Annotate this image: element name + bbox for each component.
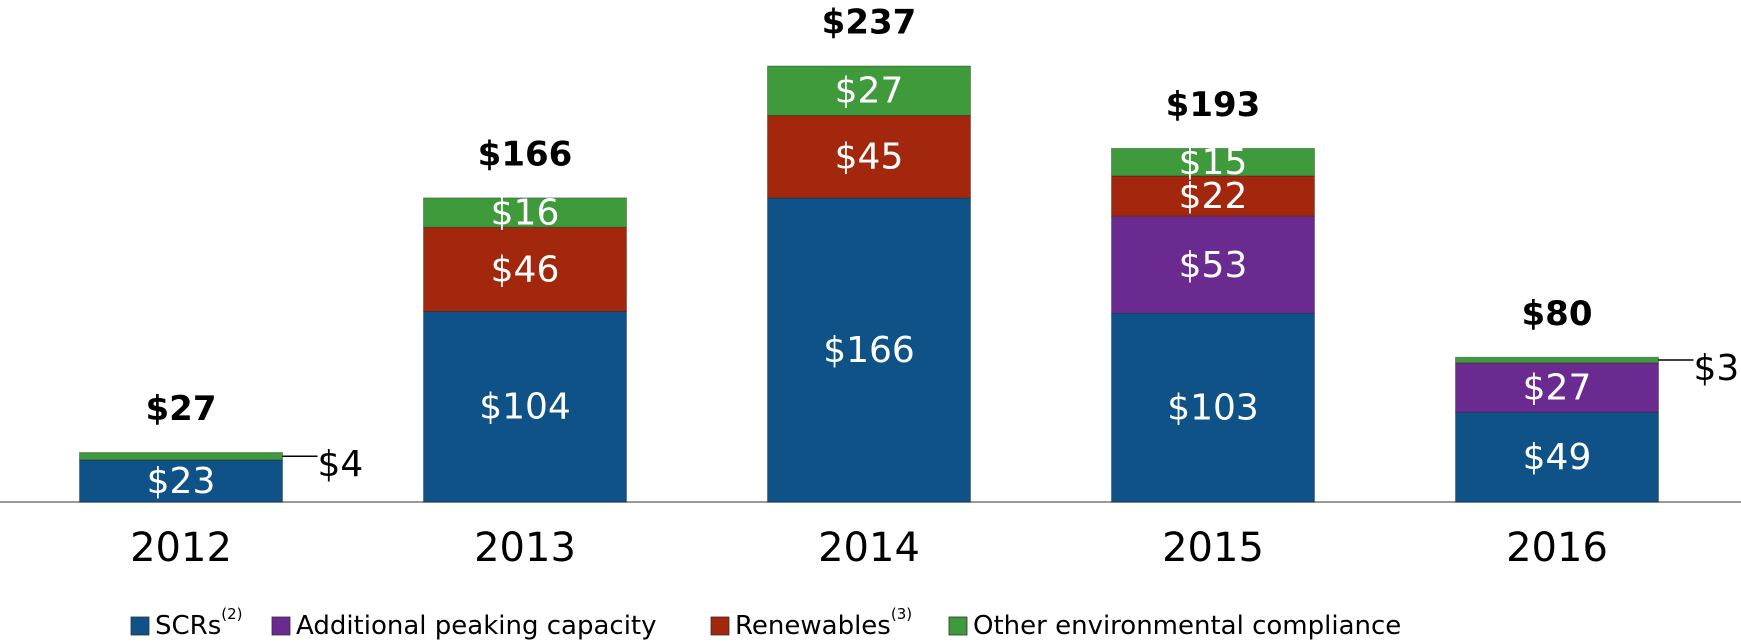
bar-segment xyxy=(1111,175,1315,217)
total-label: $166 xyxy=(478,134,573,174)
bar-segment xyxy=(1455,356,1659,364)
x-tick-label: 2012 xyxy=(130,525,232,571)
bar-segment xyxy=(423,310,627,503)
legend-name: Other environmental compliance xyxy=(973,611,1401,641)
data-label: $45 xyxy=(835,137,904,178)
bar-segment xyxy=(1111,312,1315,503)
x-tick-label: 2015 xyxy=(1162,525,1264,571)
bar-segment xyxy=(1455,411,1659,503)
bar-segment xyxy=(423,197,627,228)
legend-label: Renewables(3) xyxy=(735,605,912,641)
legend-label: Additional peaking capacity xyxy=(296,611,657,641)
x-tick-label: 2014 xyxy=(818,525,920,571)
legend-name: Additional peaking capacity xyxy=(296,611,657,641)
legend-swatch xyxy=(948,616,968,636)
bar-segment xyxy=(423,226,627,312)
legend-superscript: (3) xyxy=(891,605,912,623)
legend-name: Renewables xyxy=(735,611,891,641)
data-label: $103 xyxy=(1167,388,1259,429)
legend-swatch xyxy=(710,616,730,636)
legend-superscript: (2) xyxy=(221,605,242,623)
data-label: $15 xyxy=(1179,142,1248,183)
bar-segment xyxy=(79,452,283,461)
total-label: $237 xyxy=(822,2,917,42)
x-tick-label: 2013 xyxy=(474,525,576,571)
data-label: $53 xyxy=(1179,245,1248,286)
data-label: $4 xyxy=(318,444,364,485)
bar-segment xyxy=(1455,362,1659,413)
bar-segment xyxy=(79,459,283,503)
data-label: $27 xyxy=(1523,368,1592,409)
data-label: $104 xyxy=(479,387,571,428)
total-label: $193 xyxy=(1166,85,1261,125)
bar-segment xyxy=(1111,215,1315,314)
total-label: $27 xyxy=(146,389,217,429)
data-label: $49 xyxy=(1523,437,1592,478)
data-label: $22 xyxy=(1179,176,1248,217)
data-label: $3 xyxy=(1694,348,1740,389)
bar-segment xyxy=(767,114,971,199)
legend-swatch xyxy=(271,616,291,636)
data-label: $27 xyxy=(835,71,904,112)
x-tick-label: 2016 xyxy=(1506,525,1608,571)
bar-segment xyxy=(767,197,971,503)
data-label: $166 xyxy=(823,330,915,371)
bar-segment xyxy=(1111,147,1315,177)
legend-label: Other environmental compliance xyxy=(973,611,1401,641)
legend-label: SCRs(2) xyxy=(155,605,243,641)
legend-name: SCRs xyxy=(155,611,221,641)
legend-swatch xyxy=(130,616,150,636)
data-label: $23 xyxy=(147,461,216,502)
bar-segment xyxy=(767,65,971,116)
total-label: $80 xyxy=(1522,294,1593,334)
data-label: $16 xyxy=(491,193,560,234)
data-label: $46 xyxy=(491,249,560,290)
